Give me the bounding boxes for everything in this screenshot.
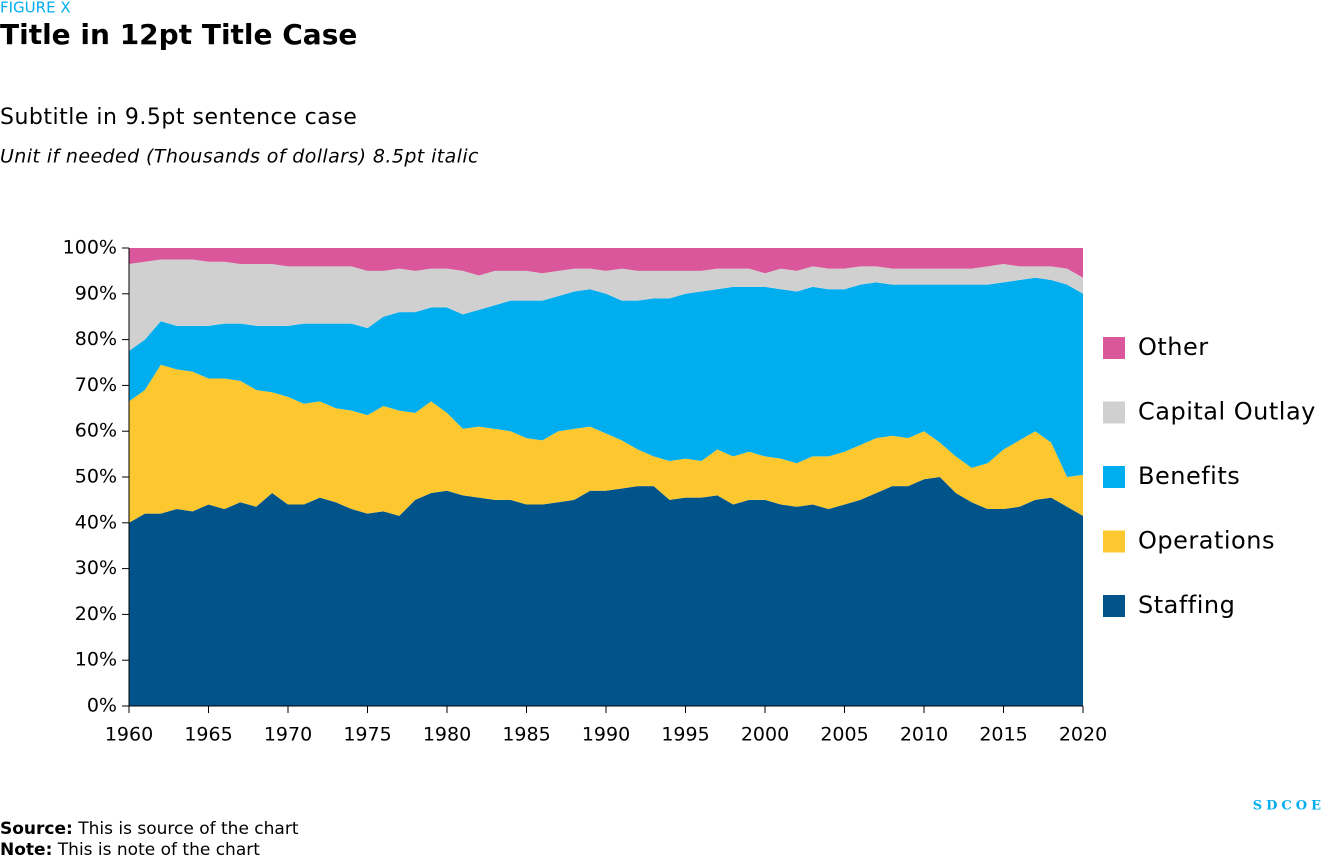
area bbox=[129, 277, 1083, 477]
y-tick-label: 100% bbox=[63, 237, 117, 259]
x-tick-label: 1975 bbox=[343, 724, 391, 746]
area bbox=[129, 259, 1083, 352]
y-tick-label: 80% bbox=[75, 328, 117, 350]
y-tick-label: 40% bbox=[75, 511, 117, 533]
y-tick-label: 70% bbox=[75, 374, 117, 396]
legend-swatch bbox=[1103, 337, 1125, 359]
x-tick-label: 1995 bbox=[661, 724, 709, 746]
source-label: Source: bbox=[0, 819, 73, 839]
y-tick-label: 30% bbox=[75, 557, 117, 579]
figure-label: FIGURE X bbox=[0, 0, 71, 17]
area bbox=[129, 477, 1083, 706]
legend-swatch bbox=[1103, 401, 1125, 424]
note-label: Note: bbox=[0, 840, 52, 860]
x-tick-label: 2015 bbox=[979, 724, 1027, 746]
y-tick-label: 60% bbox=[75, 420, 117, 442]
y-tick-label: 10% bbox=[75, 649, 117, 671]
y-tick-label: 90% bbox=[75, 282, 117, 304]
x-tick-label: 2020 bbox=[1059, 724, 1107, 746]
legend-label: Other bbox=[1138, 333, 1209, 361]
note: Note: This is note of the chart bbox=[0, 840, 260, 860]
logo: SDCOE bbox=[1253, 799, 1325, 814]
chart-title: Title in 12pt Title Case bbox=[0, 18, 357, 51]
legend-label: Benefits bbox=[1138, 462, 1240, 490]
x-tick-label: 1960 bbox=[105, 724, 153, 746]
x-tick-label: 2005 bbox=[820, 724, 868, 746]
source-text: This is source of the chart bbox=[77, 819, 299, 839]
x-tick-label: 1980 bbox=[423, 724, 471, 746]
note-text: This is note of the chart bbox=[57, 840, 260, 860]
legend-label: Staffing bbox=[1138, 591, 1235, 619]
y-tick-label: 0% bbox=[87, 695, 117, 717]
x-tick-label: 1990 bbox=[582, 724, 630, 746]
legend-swatch bbox=[1103, 595, 1125, 617]
subtitle: Subtitle in 9.5pt sentence case bbox=[0, 105, 357, 130]
area bbox=[129, 248, 1083, 278]
x-tick-label: 1985 bbox=[502, 724, 550, 746]
legend-swatch bbox=[1103, 466, 1125, 488]
x-tick-label: 1970 bbox=[264, 724, 312, 746]
legend-label: Capital Outlay bbox=[1138, 398, 1316, 426]
x-tick-label: 1965 bbox=[184, 724, 232, 746]
y-tick-label: 20% bbox=[75, 603, 117, 625]
x-tick-label: 2000 bbox=[741, 724, 789, 746]
legend-label: Operations bbox=[1138, 527, 1275, 555]
y-tick-label: 50% bbox=[75, 466, 117, 488]
area bbox=[129, 364, 1083, 523]
legend-swatch bbox=[1103, 530, 1125, 553]
source: Source: This is source of the chart bbox=[0, 819, 299, 839]
unit: Unit if needed (Thousands of dollars) 8.… bbox=[0, 146, 479, 168]
x-tick-label: 2010 bbox=[900, 724, 948, 746]
